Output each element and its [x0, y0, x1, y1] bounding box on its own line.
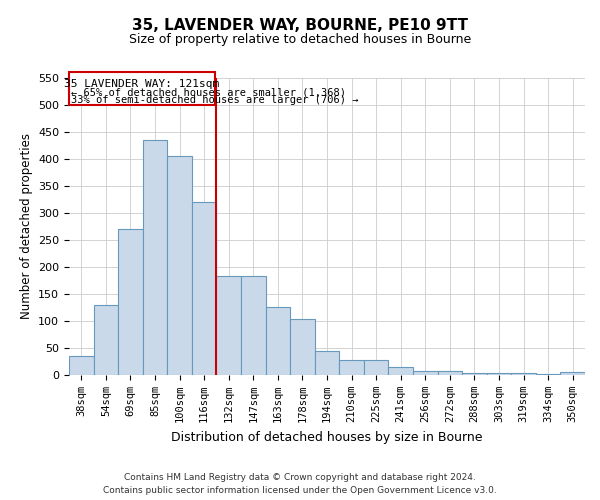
Bar — [339, 360, 364, 375]
X-axis label: Distribution of detached houses by size in Bourne: Distribution of detached houses by size … — [171, 430, 483, 444]
Text: 35, LAVENDER WAY, BOURNE, PE10 9TT: 35, LAVENDER WAY, BOURNE, PE10 9TT — [132, 18, 468, 32]
Bar — [413, 370, 437, 375]
Bar — [315, 350, 339, 375]
Bar — [192, 202, 217, 375]
Bar — [487, 374, 511, 375]
Bar — [437, 370, 462, 375]
Bar — [364, 360, 388, 375]
Bar — [69, 356, 94, 375]
Bar — [560, 372, 585, 375]
Bar — [388, 367, 413, 375]
Bar — [290, 320, 315, 375]
Bar — [511, 374, 536, 375]
Text: ← 65% of detached houses are smaller (1,368): ← 65% of detached houses are smaller (1,… — [71, 87, 346, 97]
Text: 35 LAVENDER WAY: 121sqm: 35 LAVENDER WAY: 121sqm — [64, 79, 220, 89]
Bar — [217, 276, 241, 375]
Bar — [94, 304, 118, 375]
Text: Size of property relative to detached houses in Bourne: Size of property relative to detached ho… — [129, 32, 471, 46]
Bar — [241, 276, 266, 375]
FancyBboxPatch shape — [69, 72, 215, 104]
Y-axis label: Number of detached properties: Number of detached properties — [20, 133, 32, 320]
Text: 33% of semi-detached houses are larger (706) →: 33% of semi-detached houses are larger (… — [71, 96, 358, 106]
Bar — [536, 374, 560, 375]
Bar — [266, 308, 290, 375]
Bar — [118, 229, 143, 375]
Bar — [143, 140, 167, 375]
Bar — [167, 156, 192, 375]
Text: Contains HM Land Registry data © Crown copyright and database right 2024.
Contai: Contains HM Land Registry data © Crown c… — [103, 473, 497, 495]
Bar — [462, 374, 487, 375]
